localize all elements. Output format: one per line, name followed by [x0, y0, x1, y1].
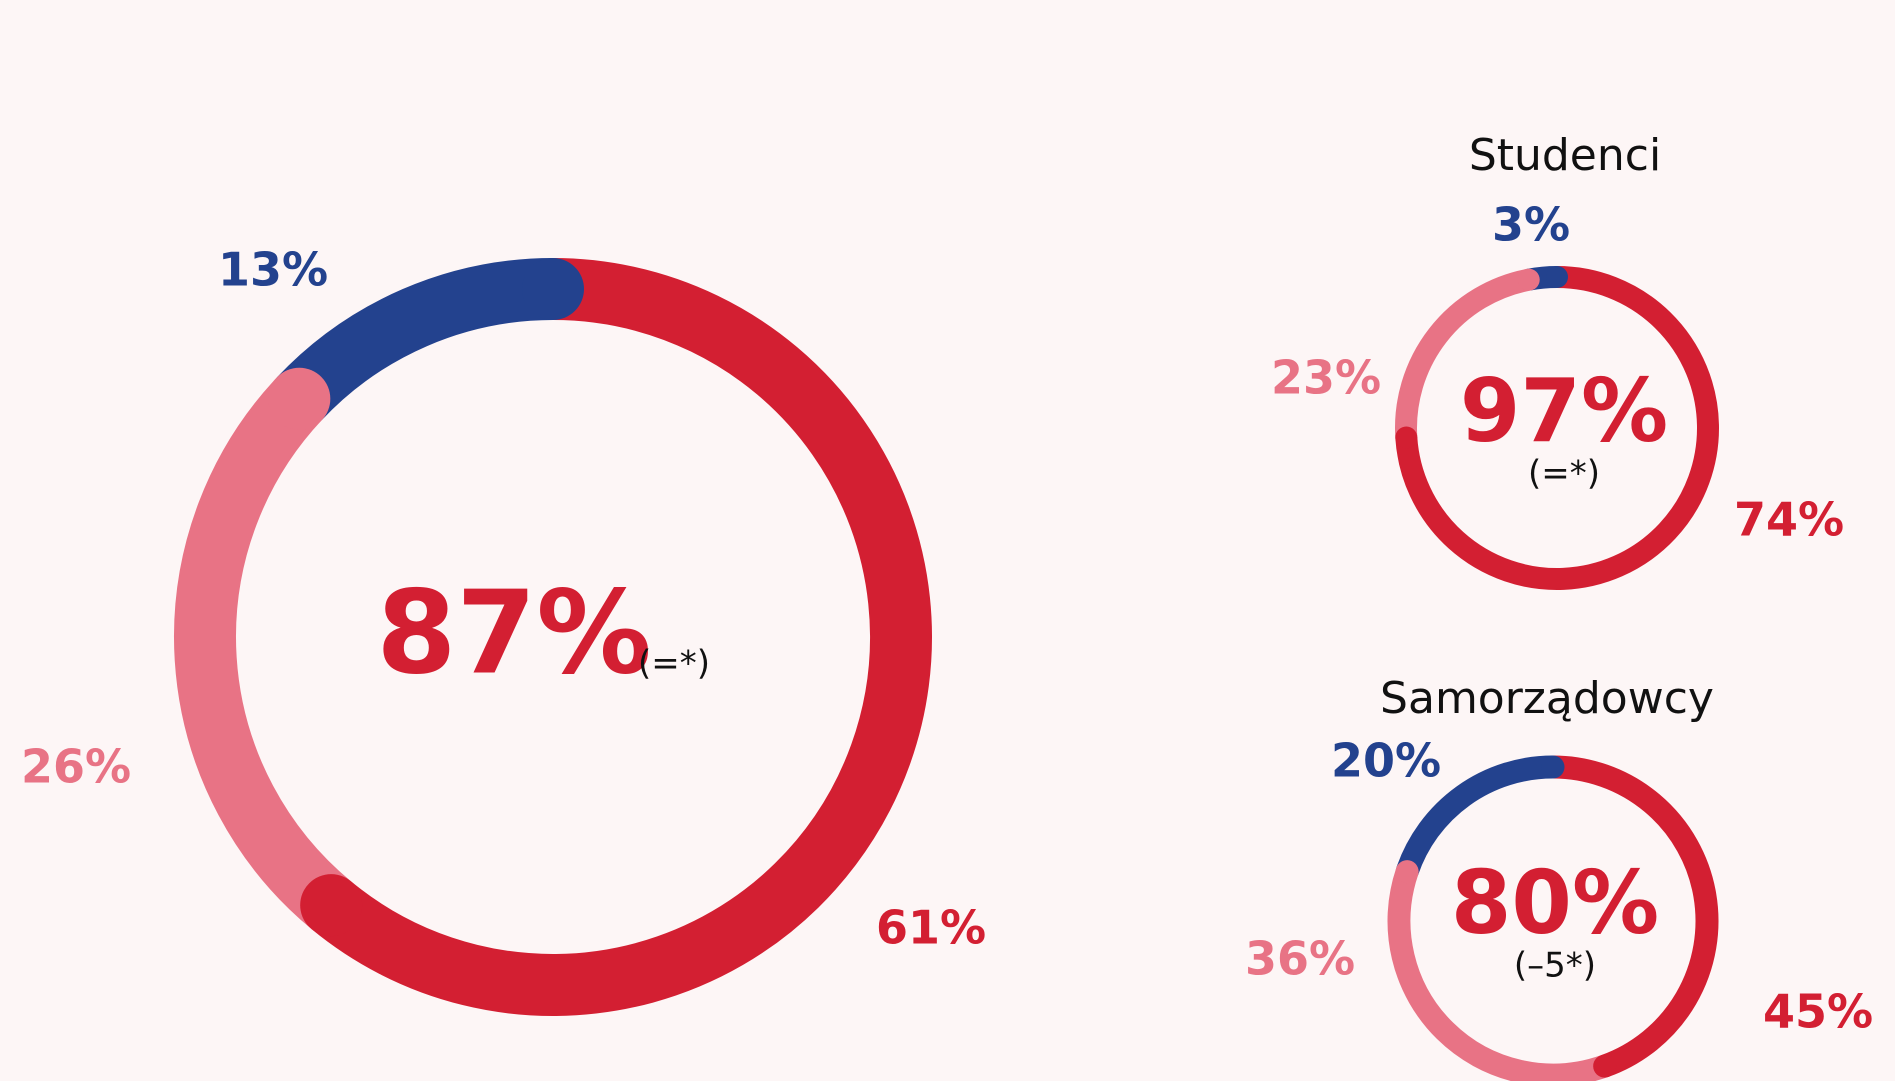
center-sublabel: (–5*): [1514, 946, 1596, 986]
donut-segment: [1552, 755, 1719, 1077]
segment-cap: [522, 258, 584, 320]
center-label: 87%: [376, 567, 651, 701]
segment-cap: [300, 874, 363, 937]
center-label: 80%: [1451, 852, 1659, 954]
segment-cap: [1546, 266, 1568, 288]
value-label: 36%: [1245, 932, 1355, 986]
center-sublabel: (=*): [638, 644, 710, 684]
value-label: 3%: [1492, 198, 1570, 252]
donut-segment: [1396, 755, 1554, 876]
segment-cap: [1517, 268, 1540, 291]
value-label: 26%: [21, 740, 131, 794]
donut-segment: [311, 258, 932, 1016]
value-label: 13%: [218, 243, 328, 297]
donut-segment: [276, 258, 554, 421]
center-sublabel: (=*): [1528, 454, 1600, 494]
segment-cap: [1593, 1054, 1617, 1078]
value-label: 74%: [1734, 493, 1844, 547]
value-label: 45%: [1763, 985, 1873, 1039]
segment-cap: [1395, 860, 1419, 884]
chart-title: Studenci: [1469, 130, 1661, 181]
value-label: 23%: [1271, 351, 1381, 405]
segment-cap: [1395, 426, 1418, 449]
donut-segment: [1387, 867, 1609, 1081]
segment-cap: [1541, 755, 1565, 779]
segment-cap: [268, 367, 331, 430]
chart-title: Samorządowcy: [1380, 673, 1714, 724]
donut-segment: [1395, 268, 1531, 439]
donut-segment: [1395, 266, 1719, 590]
donut-segment: [174, 377, 352, 930]
value-label: 20%: [1331, 734, 1441, 788]
center-label: 97%: [1460, 360, 1668, 462]
value-label: 61%: [876, 901, 986, 955]
